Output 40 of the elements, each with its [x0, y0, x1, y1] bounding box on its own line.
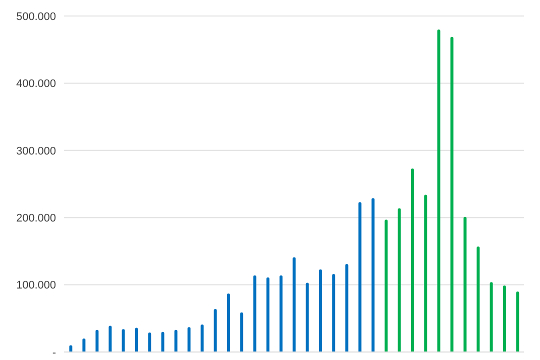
bar — [476, 246, 480, 352]
bar — [372, 198, 375, 352]
bar — [214, 308, 217, 352]
bar — [240, 312, 244, 352]
bar — [280, 275, 283, 352]
bar — [490, 282, 493, 352]
y-tick-label: 100.000 — [16, 280, 56, 292]
bar — [358, 202, 362, 352]
y-tick-label: 400.000 — [16, 78, 56, 90]
bar — [437, 29, 440, 352]
bar — [398, 208, 401, 352]
bar — [122, 329, 125, 352]
bar — [410, 168, 414, 352]
y-tick-label: 200.000 — [16, 212, 56, 225]
bar — [108, 326, 112, 352]
bar — [464, 216, 467, 352]
bar — [502, 285, 506, 352]
bar — [174, 330, 178, 352]
y-tick-label: 500.000 — [16, 10, 56, 23]
bar — [82, 338, 86, 352]
bar — [148, 332, 152, 352]
bar — [292, 257, 296, 352]
bar — [424, 194, 428, 352]
bar — [188, 327, 191, 352]
bar — [516, 292, 520, 352]
bar — [161, 332, 164, 352]
bar — [226, 294, 230, 352]
y-tick-label: - — [52, 346, 56, 359]
bar — [345, 264, 348, 352]
bar — [200, 324, 204, 352]
bar — [266, 277, 270, 352]
bar — [450, 36, 454, 352]
bar — [332, 274, 336, 352]
bar — [96, 330, 99, 352]
bar — [318, 269, 322, 352]
bar — [134, 328, 138, 352]
y-tick-label: 300.000 — [16, 145, 56, 158]
bar — [253, 275, 256, 352]
bar — [384, 220, 388, 352]
bar — [306, 282, 309, 352]
